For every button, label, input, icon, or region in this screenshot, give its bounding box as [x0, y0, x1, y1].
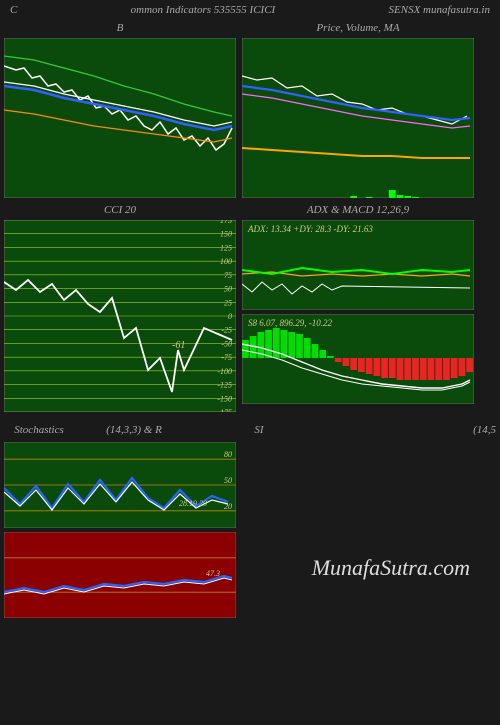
row-1: B Price, Volume, MA — [0, 20, 500, 198]
svg-text:80: 80 — [224, 450, 232, 459]
panel-cci-title: CCI 20 — [4, 202, 236, 220]
chart-stochastics: 80502028.19 20 — [4, 442, 236, 528]
svg-text:-150: -150 — [217, 394, 232, 403]
stoch-label: Stochastics — [4, 424, 74, 436]
panel-b-title: B — [4, 20, 236, 38]
svg-text:ADX: 13.34 +DY: 28.3 -DY: 2: ADX: 13.34 +DY: 28.3 -DY: 21.63 — [247, 224, 373, 234]
svg-text:25: 25 — [224, 298, 232, 307]
panel-price: Price, Volume, MA — [242, 20, 474, 198]
svg-text:S8 6.07, 896.29,: S8 6.07, 896.29, -10.22 — [248, 318, 332, 328]
panel-cci: CCI 20 175 150 125 100 75 50 25 0 -25 -50 -75 -100 -… — [4, 202, 236, 412]
stoch-params: (14,3,3) & R — [74, 424, 194, 436]
rsi-params: (14,5 — [324, 424, 496, 436]
svg-text:-25: -25 — [221, 326, 232, 335]
stoch-title-row: Stochastics (14,3,3) & R SI (14,5 — [4, 416, 496, 442]
svg-text:0: 0 — [228, 312, 232, 321]
svg-text:-75: -75 — [221, 353, 232, 362]
svg-text:175: 175 — [220, 220, 232, 225]
header-right: SENSX munafasutra.in — [389, 4, 490, 16]
svg-text:-100: -100 — [217, 367, 232, 376]
svg-text:47.3: 47.3 — [206, 569, 220, 578]
header-left: C — [10, 4, 17, 16]
chart-price — [242, 38, 474, 198]
svg-text:-61: -61 — [172, 340, 185, 351]
stoch-block: Stochastics (14,3,3) & R SI (14,5 805020… — [0, 416, 500, 618]
chart-adx: ADX: 13.34 +DY: 28.3 -DY: 21.63 — [242, 220, 474, 310]
chart-rsi: 47.3 — [4, 532, 236, 618]
svg-text:50: 50 — [224, 285, 232, 294]
rsi-label: SI — [194, 424, 324, 436]
svg-text:100: 100 — [220, 257, 232, 266]
svg-text:150: 150 — [220, 230, 232, 239]
panel-b: B — [4, 20, 236, 198]
svg-text:-125: -125 — [217, 381, 232, 390]
svg-text:-50: -50 — [221, 339, 232, 348]
watermark: MunafaSutra.com — [312, 555, 470, 581]
svg-text:28.19 20: 28.19 20 — [179, 499, 207, 508]
panel-adx-macd: ADX & MACD 12,26,9 ADX: 13.34 +DY: 28.3 … — [242, 202, 474, 412]
page-header: C ommon Indicators 535555 ICICI SENSX mu… — [0, 0, 500, 20]
panel-price-title: Price, Volume, MA — [242, 20, 474, 38]
chart-macd: S8 6.07, 896.29, -10.22 — [242, 314, 474, 404]
svg-text:125: 125 — [220, 243, 232, 252]
svg-text:-175: -175 — [217, 408, 232, 412]
panel-adx-title: ADX & MACD 12,26,9 — [242, 202, 474, 220]
svg-text:75: 75 — [224, 271, 232, 280]
row-2: CCI 20 175 150 125 100 75 50 25 0 -25 -50 -75 -100 -… — [0, 202, 500, 412]
chart-cci: 175 150 125 100 75 50 25 0 -25 -50 -75 -100 -125 -150… — [4, 220, 236, 412]
svg-text:50: 50 — [224, 476, 232, 485]
header-center: ommon Indicators 535555 ICICI — [131, 4, 276, 16]
chart-b — [4, 38, 236, 198]
